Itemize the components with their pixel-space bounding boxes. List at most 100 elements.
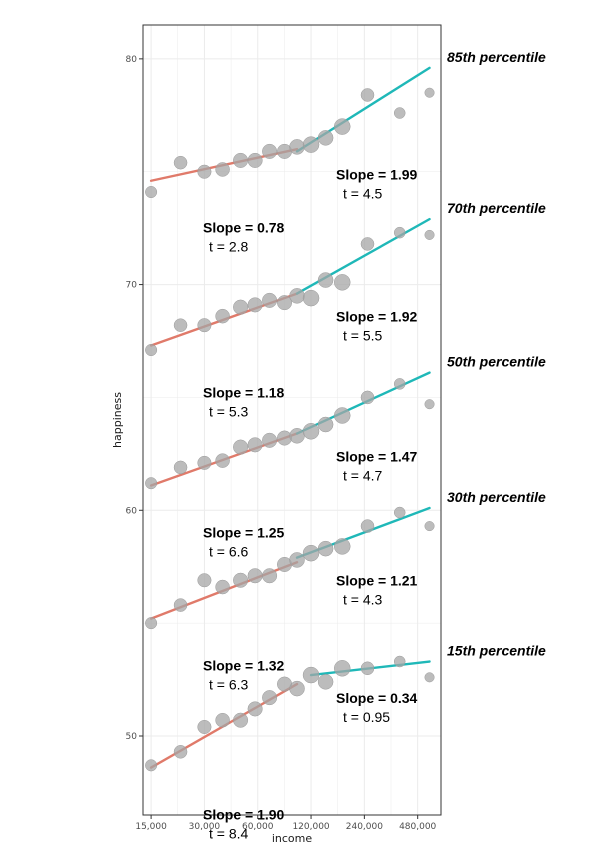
slope-low-label: Slope = 1.25 xyxy=(203,524,285,540)
data-point xyxy=(215,162,230,177)
data-point xyxy=(215,712,230,728)
data-point xyxy=(393,107,406,119)
t-high-label: t = 5.5 xyxy=(343,328,383,344)
data-point xyxy=(317,416,334,433)
data-point xyxy=(197,318,212,333)
slope-high-label: Slope = 1.21 xyxy=(336,573,418,589)
data-point xyxy=(360,661,375,676)
panel-border xyxy=(142,24,442,816)
data-point xyxy=(262,432,278,448)
data-point xyxy=(317,130,334,146)
slope-high-label: Slope = 1.99 xyxy=(336,166,418,182)
data-point xyxy=(333,538,351,555)
data-point xyxy=(393,378,406,390)
series-label: 50th percentile xyxy=(447,354,546,370)
data-point xyxy=(289,552,305,568)
data-point xyxy=(215,453,230,468)
data-point xyxy=(424,229,435,240)
t-low-label: t = 2.8 xyxy=(209,239,249,255)
data-point xyxy=(317,272,334,288)
data-point xyxy=(289,288,305,304)
y-tick-label: 70 xyxy=(126,281,138,291)
data-point xyxy=(173,155,188,170)
data-point xyxy=(247,152,263,168)
t-high-label: t = 4.5 xyxy=(343,185,383,201)
series-label: 85th percentile xyxy=(447,49,546,65)
data-point xyxy=(393,226,406,239)
data-point xyxy=(247,297,263,313)
data-point xyxy=(277,430,293,446)
data-point xyxy=(233,439,249,455)
data-points xyxy=(145,87,435,772)
slope-high-label: Slope = 1.92 xyxy=(336,309,418,325)
t-high-label: t = 4.3 xyxy=(343,592,383,608)
data-point xyxy=(333,274,351,291)
x-tick-label: 120,000 xyxy=(292,822,329,832)
annotations: 85th percentile Slope = 1.99 t = 4.5 Slope … xyxy=(203,49,546,842)
slope-low-label: Slope = 1.18 xyxy=(203,385,285,401)
data-point xyxy=(289,428,305,444)
slope-low-label: Slope = 1.32 xyxy=(203,658,285,674)
slope-high-label: Slope = 0.34 xyxy=(336,690,418,706)
data-point xyxy=(360,390,375,405)
data-point xyxy=(197,573,212,588)
data-point xyxy=(360,237,375,251)
x-tick-label: 240,000 xyxy=(346,822,383,832)
data-point xyxy=(173,318,188,332)
data-point xyxy=(302,289,320,307)
t-low-label: t = 6.3 xyxy=(209,677,249,693)
x-tick-label: 480,000 xyxy=(399,822,436,832)
data-point xyxy=(333,660,351,677)
data-point xyxy=(215,579,230,595)
y-axis-label: happiness xyxy=(111,392,124,448)
data-point xyxy=(277,295,293,311)
data-point xyxy=(333,407,351,424)
data-point xyxy=(197,719,212,734)
data-point xyxy=(262,292,278,308)
data-point xyxy=(233,712,249,728)
data-point xyxy=(247,568,263,584)
data-point xyxy=(215,308,230,324)
data-point xyxy=(360,519,375,533)
data-point xyxy=(317,540,334,557)
t-low-label: t = 5.3 xyxy=(209,404,249,420)
data-point xyxy=(173,745,188,759)
x-tick-label: 30,000 xyxy=(189,822,221,832)
data-point xyxy=(302,423,320,440)
data-point xyxy=(173,460,188,475)
data-point xyxy=(393,655,406,668)
x-axis-ticks: 15,000 30,000 60,000 120,000 240,000 480,000 xyxy=(135,815,437,832)
slope-low-label: Slope = 0.78 xyxy=(203,220,285,236)
data-point xyxy=(247,437,263,453)
y-tick-label: 80 xyxy=(126,55,138,65)
data-point xyxy=(302,544,320,562)
data-point xyxy=(233,299,249,315)
x-tick-label: 60,000 xyxy=(242,822,274,832)
series-label: 70th percentile xyxy=(447,200,546,216)
y-tick-label: 50 xyxy=(126,732,138,742)
x-axis-label: income xyxy=(272,832,313,845)
data-point xyxy=(317,674,334,690)
data-point xyxy=(145,759,158,772)
data-point xyxy=(197,164,212,179)
t-high-label: t = 4.7 xyxy=(343,468,383,484)
series-label: 30th percentile xyxy=(447,489,546,505)
data-point xyxy=(233,572,249,588)
data-point xyxy=(302,666,320,684)
data-point xyxy=(145,344,158,357)
data-point xyxy=(424,399,435,410)
data-point xyxy=(424,87,435,98)
t-low-label: t = 8.4 xyxy=(209,826,249,842)
data-point xyxy=(302,136,320,153)
data-point xyxy=(145,477,158,490)
data-point xyxy=(262,568,278,584)
data-point xyxy=(145,617,158,630)
x-tick-label: 15,000 xyxy=(135,822,167,832)
data-point xyxy=(262,143,278,159)
y-axis-ticks: 50 60 70 80 xyxy=(126,55,143,742)
y-tick-label: 60 xyxy=(126,506,138,516)
slope-low-label: Slope = 1.90 xyxy=(203,807,285,823)
slope-high-label: Slope = 1.47 xyxy=(336,449,418,465)
data-point xyxy=(360,88,375,102)
data-point xyxy=(289,680,305,697)
